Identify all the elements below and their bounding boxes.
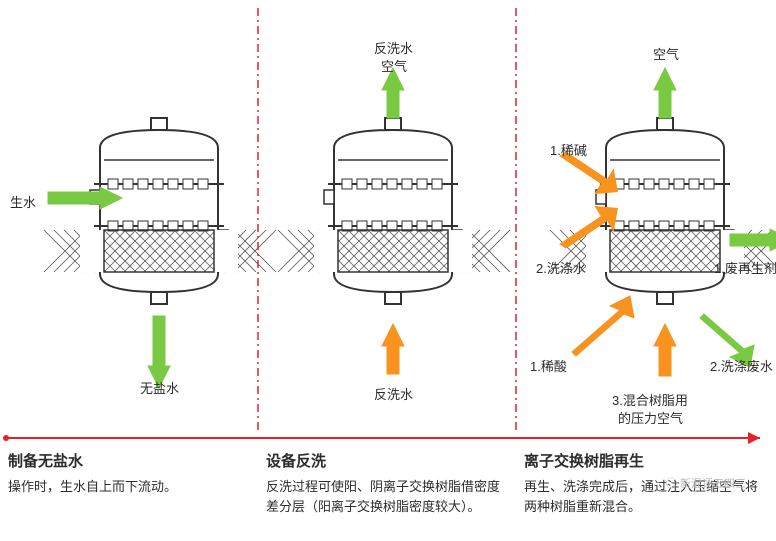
section-title: 设备反洗 (266, 450, 502, 471)
arrow-label: 空气 (381, 56, 407, 75)
arrow-label: 无盐水 (140, 378, 179, 397)
arrow-label: 反洗水 (374, 38, 413, 57)
arrow-label: 1.稀酸 (530, 356, 567, 375)
arrow-label: 生水 (10, 192, 36, 211)
section-text: 制备无盐水操作时，生水自上而下流动。 (8, 450, 254, 497)
arrow-orange (654, 324, 676, 376)
arrow-label: 2.洗涤水 (536, 258, 586, 277)
arrow-green (654, 68, 676, 118)
arrow-label: 反洗水 (374, 384, 413, 403)
section-title: 制备无盐水 (8, 450, 244, 471)
arrow-label: 空气 (653, 44, 679, 63)
arrow-orange (382, 324, 404, 374)
arrow-label: 3.混合树脂用 (612, 390, 688, 409)
arrow-label: 的压力空气 (618, 408, 683, 427)
vessel (44, 118, 276, 304)
section-text: 设备反洗反洗过程可使阳、阴离子交换树脂借密度差分层（阳离子交换树脂密度较大）。 (266, 450, 512, 516)
arrow-green (382, 68, 404, 118)
arrow-label: 1.稀碱 (550, 140, 587, 159)
arrow-orange (572, 296, 634, 356)
vessel (278, 118, 510, 304)
arrow-label: 1.废再生剂 (714, 258, 776, 277)
arrow-label: 2.洗涤废水 (710, 356, 773, 375)
section-desc: 操作时，生水自上而下流动。 (8, 477, 244, 497)
watermark: ◯ 新混评五四三 (666, 475, 746, 491)
section-title: 离子交换树脂再生 (524, 450, 762, 471)
section-desc: 反洗过程可使阳、阴离子交换树脂借密度差分层（阳离子交换树脂密度较大）。 (266, 477, 502, 516)
